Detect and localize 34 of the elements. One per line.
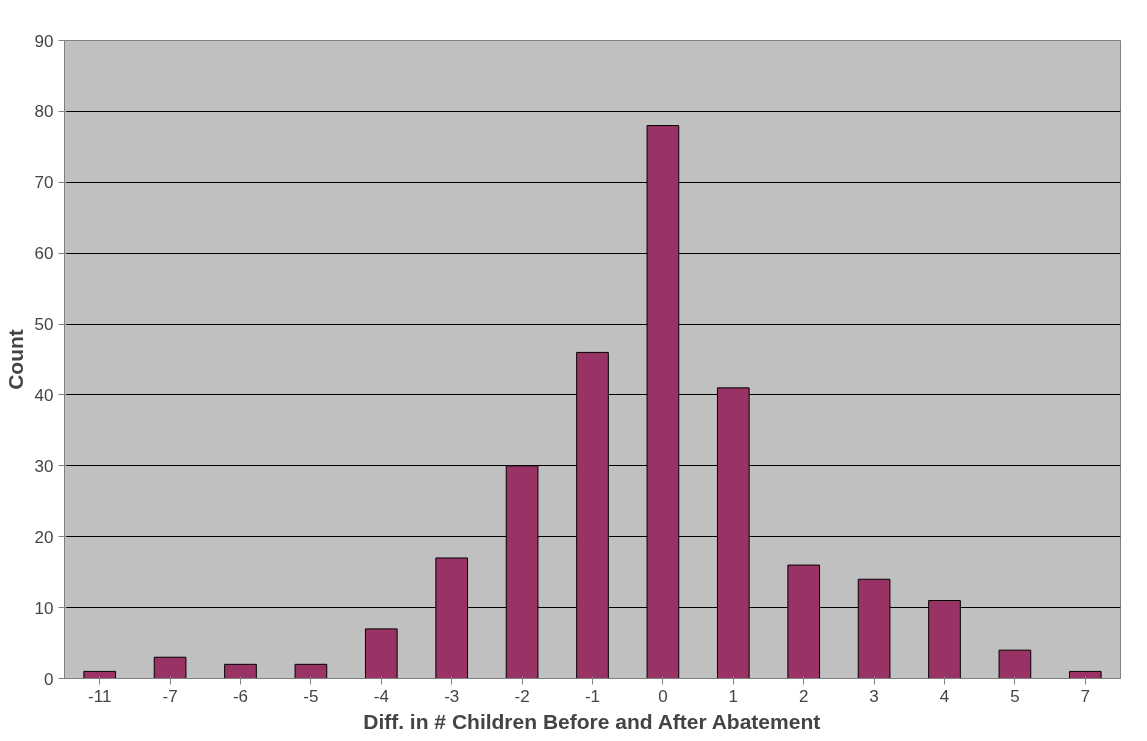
x-tick-label: -4: [373, 686, 389, 706]
x-tick-label: 4: [939, 686, 950, 706]
x-tick-label: 1: [728, 686, 739, 706]
x-tick-label: -5: [303, 686, 319, 706]
bar: [294, 663, 328, 679]
y-tick-label: 30: [34, 456, 54, 476]
bar: [1068, 670, 1102, 679]
x-tick-label: -1: [584, 686, 601, 706]
y-tick-label: 40: [34, 385, 54, 405]
y-tick-label: 80: [34, 102, 54, 122]
x-tick-label: 7: [1080, 686, 1091, 706]
bar: [224, 663, 257, 679]
x-tick-label: 3: [869, 686, 879, 706]
y-tick-label: 50: [34, 315, 54, 335]
x-tick-label: -3: [444, 686, 460, 706]
y-axis-title: Count: [3, 329, 27, 390]
y-tick-label: 10: [34, 598, 54, 618]
y-tick-label: 0: [44, 669, 54, 689]
x-tick-label: 0: [658, 686, 668, 706]
x-tick-label: 2: [798, 686, 809, 706]
x-tick-label: -6: [232, 686, 249, 706]
y-tick-label: 60: [34, 244, 54, 264]
x-tick-label: -2: [514, 686, 530, 706]
y-tick-label: 20: [34, 527, 54, 547]
x-tick-label: -11: [88, 686, 112, 706]
x-tick-label: -7: [162, 686, 178, 706]
x-axis-title: Diff. in # Children Before and After Abatement: [363, 709, 821, 733]
y-tick-label: 70: [34, 173, 54, 193]
x-tick-label: 5: [1010, 686, 1020, 706]
bar: [364, 628, 398, 679]
bar: [83, 670, 117, 679]
y-tick-label: 90: [34, 31, 54, 51]
bar: [998, 649, 1032, 679]
bar: [153, 656, 187, 679]
